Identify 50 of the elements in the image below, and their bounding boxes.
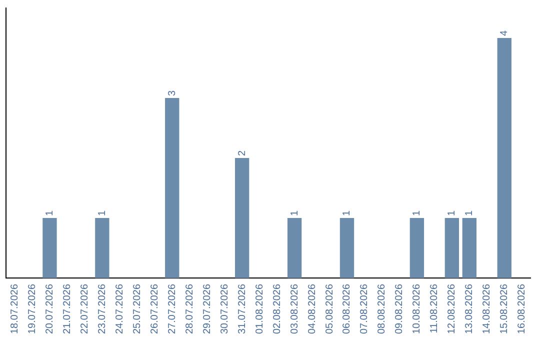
x-tick-label: 07.08.2026 bbox=[359, 284, 370, 334]
x-tick-label: 08.08.2026 bbox=[376, 284, 388, 334]
data-label: 3 bbox=[166, 90, 178, 96]
x-tick-label: 19.07.2026 bbox=[26, 284, 38, 334]
data-label: 1 bbox=[446, 210, 458, 216]
x-tick-label: 01.08.2026 bbox=[254, 284, 266, 334]
bar bbox=[234, 158, 250, 278]
bar bbox=[410, 218, 424, 278]
data-label: 2 bbox=[236, 150, 248, 156]
bar bbox=[462, 218, 476, 278]
x-tick-label: 03.08.2026 bbox=[289, 284, 300, 334]
data-label: 1 bbox=[289, 210, 300, 216]
x-tick-label: 24.07.2026 bbox=[114, 284, 126, 334]
bar bbox=[497, 38, 512, 278]
x-tick-label: 18.07.2026 bbox=[9, 284, 20, 334]
x-tick-label: 22.07.2026 bbox=[79, 284, 90, 334]
data-label: 1 bbox=[342, 210, 353, 216]
bar bbox=[287, 218, 302, 278]
x-tick-label: 12.08.2026 bbox=[446, 284, 458, 334]
x-tick-label: 14.08.2026 bbox=[482, 284, 493, 334]
data-label: 1 bbox=[412, 210, 423, 216]
x-tick-label: 06.08.2026 bbox=[342, 284, 353, 334]
x-tick-label: 25.07.2026 bbox=[132, 284, 143, 334]
bar bbox=[42, 218, 57, 278]
x-tick-label: 30.07.2026 bbox=[219, 284, 230, 334]
x-tick-label: 04.08.2026 bbox=[306, 284, 318, 334]
x-tick-label: 29.07.2026 bbox=[202, 284, 213, 334]
x-tick-label: 31.07.2026 bbox=[236, 284, 248, 334]
x-tick-label: 05.08.2026 bbox=[324, 284, 336, 334]
data-label: 1 bbox=[44, 210, 56, 216]
bar bbox=[165, 98, 180, 278]
bar bbox=[340, 218, 354, 278]
x-tick-label: 02.08.2026 bbox=[272, 284, 283, 334]
x-tick-label: 28.07.2026 bbox=[184, 284, 196, 334]
x-tick-label: 10.08.2026 bbox=[412, 284, 423, 334]
x-tick-label: 27.07.2026 bbox=[166, 284, 178, 334]
x-tick-label: 09.08.2026 bbox=[394, 284, 406, 334]
data-label: 1 bbox=[464, 210, 476, 216]
bar bbox=[95, 218, 110, 278]
x-tick-label: 11.08.2026 bbox=[429, 284, 440, 334]
x-tick-label: 15.08.2026 bbox=[499, 284, 510, 334]
x-tick-label: 20.07.2026 bbox=[44, 284, 56, 334]
data-label: 1 bbox=[96, 210, 108, 216]
x-tick-label: 16.08.2026 bbox=[516, 284, 528, 334]
x-tick-label: 13.08.2026 bbox=[464, 284, 476, 334]
bar bbox=[444, 218, 459, 278]
x-tick-label: 21.07.2026 bbox=[62, 284, 73, 334]
x-tick-label: 26.07.2026 bbox=[149, 284, 160, 334]
x-tick-label: 23.07.2026 bbox=[96, 284, 108, 334]
data-label: 4 bbox=[499, 30, 510, 36]
